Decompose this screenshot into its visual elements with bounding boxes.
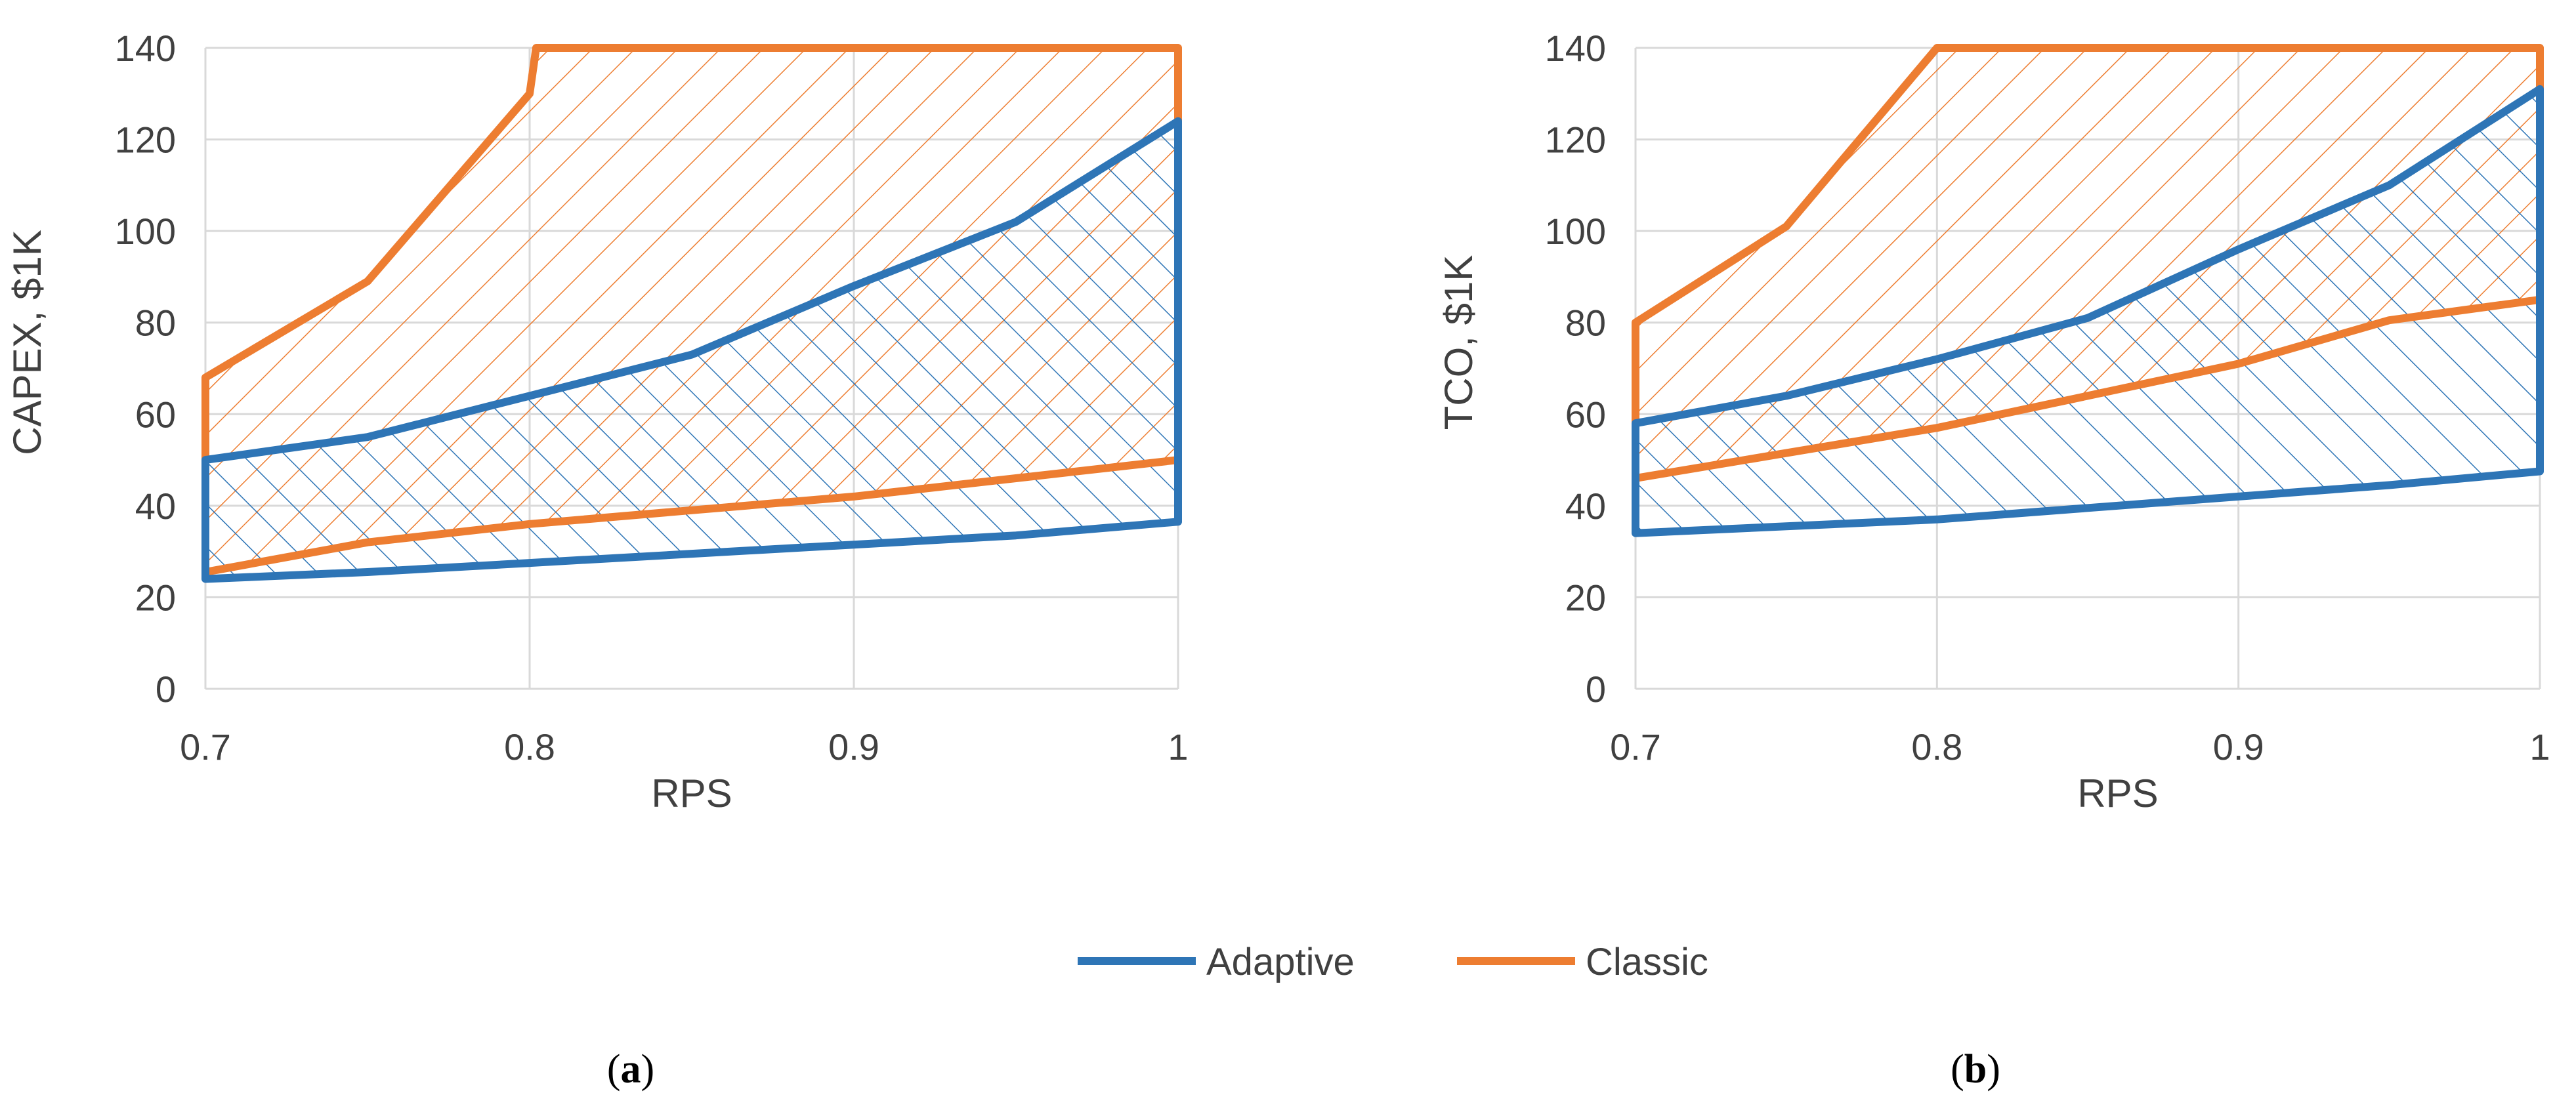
x-tick-label: 1 <box>2529 726 2550 768</box>
y-tick-label: 80 <box>1565 302 1606 344</box>
line-classic <box>1632 44 2544 482</box>
y-tick-label: 60 <box>135 394 176 435</box>
legend-label-adaptive: Adaptive <box>1206 941 1355 983</box>
chart-panel-b: 0 20 40 60 80 100 120 140 0.7 0.8 0.9 1 RPS TCO, $1… <box>1437 28 2550 1092</box>
y-axis-title: TCO, $1K <box>1437 255 1481 430</box>
caption-label: b <box>1964 1047 1987 1092</box>
legend-label-classic: Classic <box>1586 941 1708 983</box>
tick-labels: 0 20 40 60 80 100 120 140 0.7 0.8 0.9 1 <box>1545 28 2550 768</box>
y-tick-label: 120 <box>115 119 176 161</box>
y-tick-label: 20 <box>1565 577 1606 618</box>
panel-caption-b: (b) <box>1951 1047 2000 1092</box>
series-outlines <box>1632 44 2544 537</box>
y-tick-label: 0 <box>156 668 176 710</box>
x-axis-title: RPS <box>2077 771 2158 815</box>
x-tick-label: 1 <box>1168 726 1188 768</box>
y-axis-title: CAPEX, $1K <box>5 230 49 455</box>
y-tick-label: 100 <box>115 211 176 252</box>
x-tick-label: 0.7 <box>1610 726 1661 768</box>
y-tick-label: 120 <box>1545 119 1606 161</box>
area-adaptive <box>205 121 1178 579</box>
series-outlines <box>201 44 1182 583</box>
x-tick-label: 0.7 <box>180 726 231 768</box>
y-tick-label: 0 <box>1586 668 1606 710</box>
y-tick-label: 40 <box>135 485 176 527</box>
x-tick-label: 0.8 <box>1911 726 1962 768</box>
y-tick-label: 140 <box>1545 28 1606 69</box>
caption-close-paren: ) <box>1987 1047 2000 1092</box>
line-adaptive <box>1632 85 2544 537</box>
tick-labels: 0 20 40 60 80 100 120 140 0.7 0.8 0.9 1 <box>115 28 1189 768</box>
line-adaptive <box>201 117 1182 583</box>
y-tick-label: 20 <box>135 577 176 618</box>
line-classic <box>201 44 1182 576</box>
caption-close-paren: ) <box>641 1047 655 1092</box>
area-classic <box>1636 48 2540 478</box>
y-tick-label: 140 <box>115 28 176 69</box>
y-tick-label: 60 <box>1565 394 1606 435</box>
caption-open-paren: ( <box>607 1047 621 1092</box>
hatched-areas <box>205 48 1178 579</box>
x-tick-label: 0.8 <box>504 726 555 768</box>
x-axis-title: RPS <box>651 771 732 815</box>
caption-open-paren: ( <box>1951 1047 1964 1092</box>
y-tick-label: 80 <box>135 302 176 344</box>
chart-panel-a: 0 20 40 60 80 100 120 140 0.7 0.8 0.9 1 RPS CAPEX, … <box>5 28 1189 1092</box>
y-tick-label: 40 <box>1565 485 1606 527</box>
legend: Adaptive Classic <box>1078 941 1708 983</box>
x-tick-label: 0.9 <box>2213 726 2264 768</box>
caption-label: a <box>621 1047 641 1092</box>
y-tick-label: 100 <box>1545 211 1606 252</box>
hatched-areas <box>1636 48 2540 533</box>
area-adaptive <box>1636 89 2540 533</box>
panel-caption-a: (a) <box>607 1047 654 1092</box>
x-tick-label: 0.9 <box>828 726 879 768</box>
